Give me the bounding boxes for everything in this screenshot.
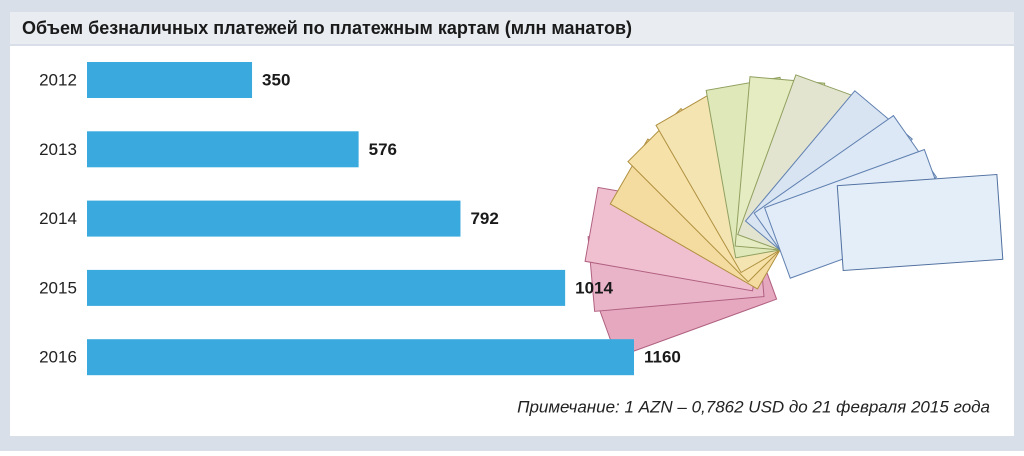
bar xyxy=(87,269,566,306)
category-label: 2014 xyxy=(39,209,77,228)
bar xyxy=(87,131,359,168)
note: Примечание: 1 AZN – 0,7862 USD до 21 фев… xyxy=(517,397,990,416)
category-label: 2016 xyxy=(39,348,77,367)
value-label: 792 xyxy=(470,209,498,228)
value-label: 1160 xyxy=(644,348,681,367)
chart-title: Объем безналичных платежей по платежным … xyxy=(22,18,632,38)
banknotes-illustration xyxy=(584,74,1004,358)
category-label: 2015 xyxy=(39,278,77,297)
bar xyxy=(87,339,634,376)
title-bar xyxy=(10,12,1014,44)
value-label: 1014 xyxy=(575,278,613,297)
category-label: 2012 xyxy=(39,70,77,89)
value-label: 350 xyxy=(262,70,290,89)
category-label: 2013 xyxy=(39,140,77,159)
bar xyxy=(87,200,461,237)
value-label: 576 xyxy=(369,140,397,159)
bar xyxy=(87,62,253,98)
